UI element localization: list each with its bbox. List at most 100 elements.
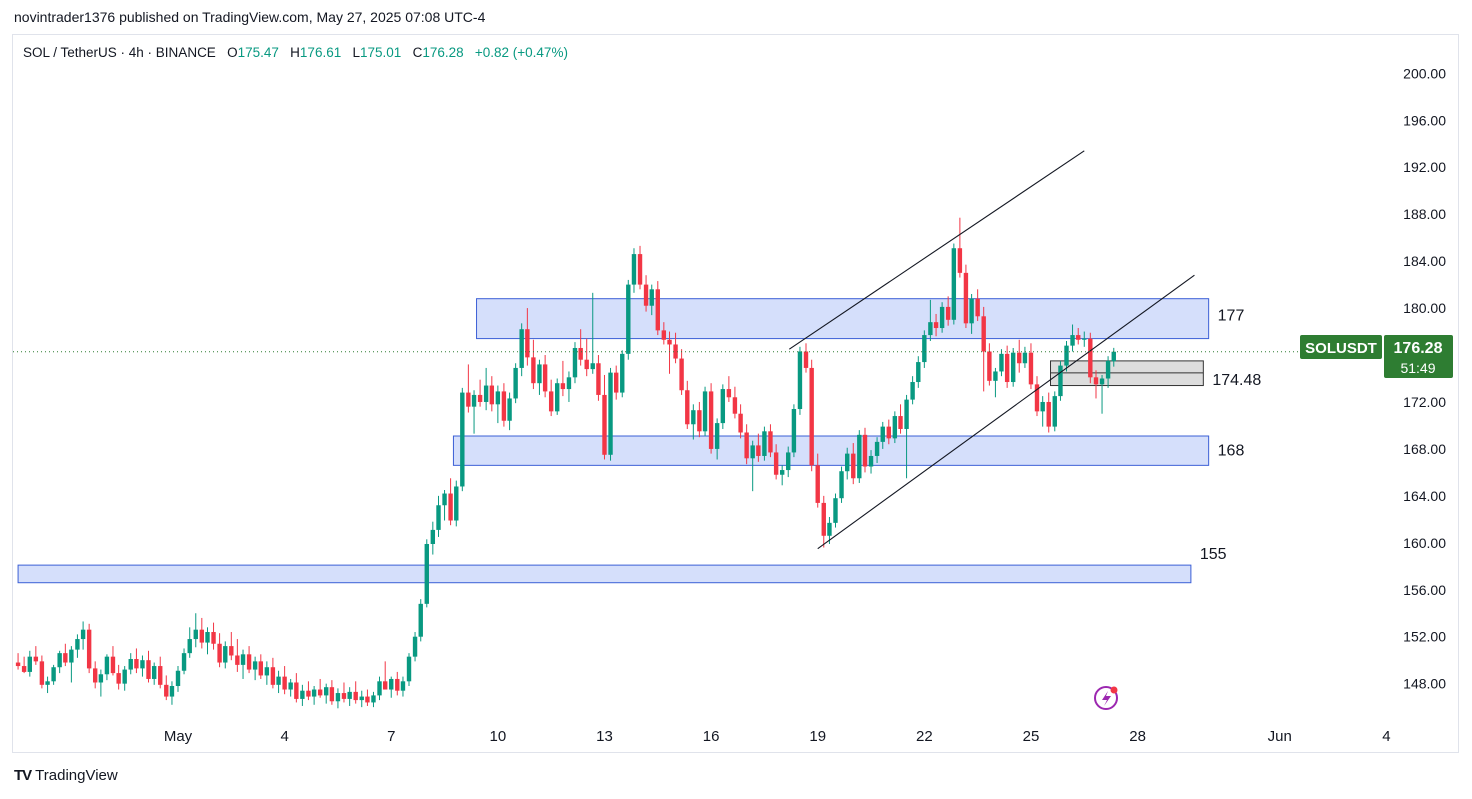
candle-body xyxy=(1058,365,1063,397)
zone-155[interactable] xyxy=(17,564,1192,584)
chart-frame xyxy=(12,34,1459,753)
candle xyxy=(578,329,583,366)
candle xyxy=(205,627,210,655)
candle-body xyxy=(839,471,844,499)
zone-177[interactable] xyxy=(476,298,1210,340)
candle-body xyxy=(294,682,299,699)
candle xyxy=(702,386,708,437)
candle-body xyxy=(720,389,726,424)
candle-body xyxy=(649,289,654,306)
candle xyxy=(466,364,471,413)
time-axis: May 4 7 10 13 16 19 22 25 28 Jun 4 xyxy=(164,728,1391,745)
candle-body xyxy=(418,603,423,637)
candle-body xyxy=(454,486,459,521)
candle-body xyxy=(857,434,862,479)
legend-high-key: H xyxy=(290,45,300,60)
candle xyxy=(169,681,175,705)
candle xyxy=(395,671,400,696)
candle-body xyxy=(886,426,891,439)
candle xyxy=(1034,376,1040,417)
legend-open: 175.47 xyxy=(237,45,279,60)
candle xyxy=(229,632,234,661)
zone-label-174.48: 174.48 xyxy=(1212,372,1261,389)
candle xyxy=(602,374,607,460)
published-line: novintrader1376 published on TradingView… xyxy=(14,9,486,25)
candle xyxy=(1058,360,1063,401)
legend-symbol: SOL / TetherUS · 4h · BINANCE xyxy=(23,45,216,60)
zone-label-168: 168 xyxy=(1218,443,1245,460)
candle-body xyxy=(697,410,702,432)
candle-body xyxy=(39,661,45,685)
y-tick-label: 164.00 xyxy=(1403,488,1446,504)
chart-legend: SOL / TetherUS · 4h · BINANCE O175.47 H1… xyxy=(23,45,568,60)
candle-body xyxy=(643,284,649,306)
candle-body xyxy=(317,689,323,696)
candle-body xyxy=(933,322,939,329)
candle-body xyxy=(57,653,62,668)
candle xyxy=(1070,324,1075,352)
candle xyxy=(945,296,951,326)
zone-168[interactable] xyxy=(452,435,1210,466)
candle xyxy=(92,661,98,689)
candle-body xyxy=(1064,345,1069,366)
candle-body xyxy=(560,383,566,390)
candle xyxy=(264,661,270,685)
candle xyxy=(1076,328,1081,345)
candle-body xyxy=(809,367,814,466)
candle-body xyxy=(507,398,512,421)
candle-body xyxy=(389,678,394,690)
candle xyxy=(933,313,939,337)
candle xyxy=(187,627,192,658)
candle xyxy=(329,680,335,705)
candle xyxy=(880,421,885,449)
candle-body xyxy=(341,693,347,699)
candle xyxy=(311,686,317,705)
candle-body xyxy=(15,662,21,667)
candle xyxy=(786,446,791,478)
candle-body xyxy=(762,431,767,456)
candle xyxy=(1099,374,1105,414)
candle-body xyxy=(1010,352,1016,383)
candle-body xyxy=(442,493,447,506)
candle xyxy=(477,379,483,407)
candle-body xyxy=(555,383,560,412)
candle-body xyxy=(406,656,412,682)
y-tick-label: 192.00 xyxy=(1403,159,1446,175)
candle-body xyxy=(537,364,542,384)
x-tick-label: 7 xyxy=(387,728,395,745)
candle xyxy=(661,322,667,345)
candle-body xyxy=(738,413,743,433)
candle-body xyxy=(1034,384,1040,412)
candle-body xyxy=(1099,378,1105,385)
candle-body xyxy=(791,409,797,453)
candle xyxy=(584,338,589,377)
footer-brand[interactable]: TV TradingView xyxy=(14,767,118,784)
candle xyxy=(164,675,169,701)
trendline-2[interactable] xyxy=(817,274,1195,550)
candle-body xyxy=(602,394,607,455)
candle-body xyxy=(525,329,530,358)
candle xyxy=(815,453,820,508)
candle xyxy=(987,343,992,386)
candle xyxy=(282,666,287,695)
candle-body xyxy=(134,659,139,669)
y-tick-label: 188.00 xyxy=(1403,206,1446,222)
candle-body xyxy=(400,681,406,691)
x-tick-label: 25 xyxy=(1023,728,1040,745)
trendlines-layer xyxy=(788,150,1195,550)
candle xyxy=(714,418,720,460)
candle xyxy=(110,646,116,676)
candle-body xyxy=(513,367,518,399)
candle-body xyxy=(217,643,222,663)
candle-body xyxy=(27,656,32,672)
candle-body xyxy=(288,682,293,690)
candle-body xyxy=(63,653,68,663)
legend-close: 176.28 xyxy=(422,45,464,60)
candle-body xyxy=(329,687,335,702)
candle xyxy=(590,292,595,374)
replay-icon[interactable] xyxy=(1094,686,1118,710)
candle-body xyxy=(146,660,151,679)
trendline-1[interactable] xyxy=(788,150,1085,350)
candle xyxy=(151,662,157,685)
